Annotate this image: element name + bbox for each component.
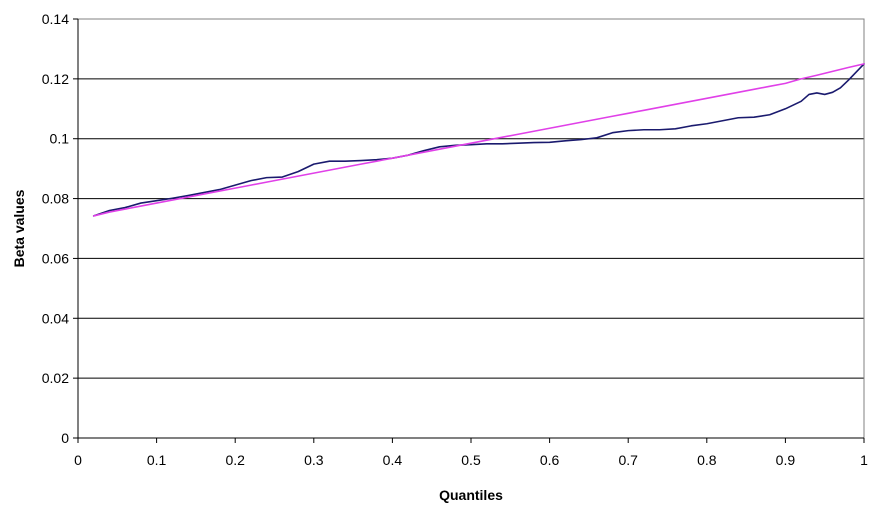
x-tick-label: 0.9 [776, 452, 796, 468]
y-tick-label: 0.08 [42, 191, 69, 207]
series-lines [92, 63, 865, 217]
y-axis-title: Beta values [11, 189, 27, 267]
series-line-2 [92, 63, 865, 217]
tick-labels: 0 0.02 0.04 0.06 0.08 0.1 0.12 0.14 0 0.1 0.2 0.3 0.… [42, 11, 868, 468]
x-tick-label: 0.5 [461, 452, 481, 468]
series-line-1 [92, 63, 865, 217]
x-tick-label: 0.3 [304, 452, 324, 468]
x-tick-label: 0.4 [383, 452, 403, 468]
y-tick-label: 0.04 [42, 310, 69, 326]
plot-area-frame [77, 18, 865, 439]
gridlines [78, 18, 864, 379]
y-tick-label: 0.1 [50, 131, 70, 147]
axes [73, 18, 865, 443]
y-tick-label: 0.02 [42, 370, 69, 386]
y-tick-label: 0.06 [42, 250, 69, 266]
y-tick-label: 0 [61, 430, 69, 446]
x-axis-title: Quantiles [439, 487, 503, 503]
y-tick-label: 0.14 [42, 11, 69, 27]
x-tick-label: 0.1 [147, 452, 167, 468]
y-tick-label: 0.12 [42, 71, 69, 87]
x-tick-label: 1 [860, 452, 868, 468]
x-tick-label: 0.8 [697, 452, 717, 468]
x-tick-label: 0.7 [618, 452, 638, 468]
x-tick-label: 0.2 [225, 452, 245, 468]
x-tick-label: 0 [74, 452, 82, 468]
x-tick-label: 0.6 [540, 452, 560, 468]
